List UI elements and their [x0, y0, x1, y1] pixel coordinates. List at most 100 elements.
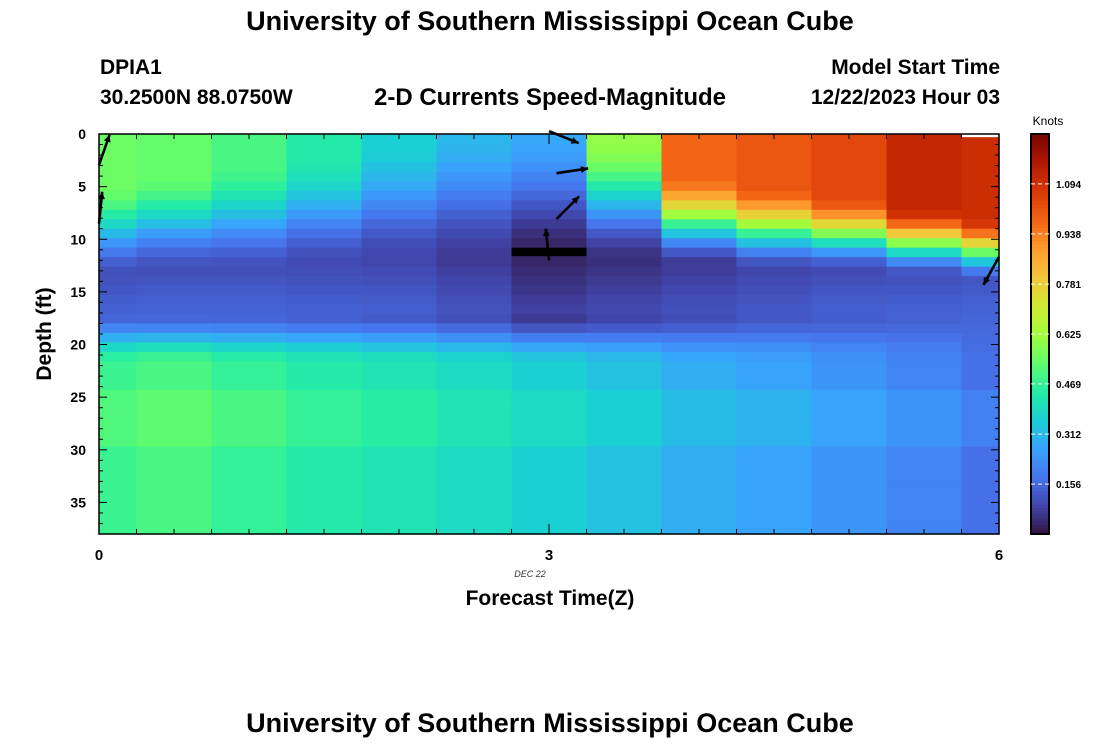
colorbar-segment — [1031, 247, 1049, 252]
heatmap-cell — [511, 295, 588, 306]
y-tick-label: 10 — [70, 231, 86, 247]
heatmap-cell — [811, 484, 888, 495]
heatmap-cell — [736, 380, 813, 391]
heatmap-cell — [661, 361, 738, 372]
colorbar-segment — [1031, 220, 1049, 225]
heatmap-cell — [511, 257, 588, 268]
heatmap-cell — [136, 437, 213, 448]
heatmap-cell — [286, 190, 363, 201]
heatmap-cell — [511, 512, 588, 524]
heatmap-cell — [211, 475, 288, 486]
heatmap-cell — [811, 323, 888, 334]
colorbar-segment — [1031, 367, 1049, 372]
heatmap-cell — [661, 285, 738, 296]
heatmap-cell — [99, 342, 138, 353]
heatmap-cell — [211, 465, 288, 476]
heatmap-cell — [361, 484, 438, 495]
colorbar-segment — [1031, 134, 1049, 138]
heatmap-cell — [436, 484, 513, 495]
heatmap-cell — [811, 522, 888, 533]
heatmap-cell — [661, 494, 738, 505]
heatmap-cell — [286, 152, 363, 164]
colorbar-segment — [1031, 520, 1049, 525]
heatmap-cell — [286, 512, 363, 524]
heatmap-cell — [586, 475, 663, 486]
heatmap-cell — [436, 238, 513, 249]
heatmap-cell — [286, 304, 363, 315]
heatmap-cell — [811, 162, 888, 173]
heatmap-cell — [361, 247, 438, 258]
colorbar-segment — [1031, 147, 1049, 152]
colorbar-segment — [1031, 480, 1049, 485]
heatmap-cell — [586, 389, 663, 400]
heatmap-cell — [811, 437, 888, 448]
heatmap-cell — [961, 200, 1000, 211]
heatmap-cell — [286, 134, 363, 145]
heatmap-cell — [511, 314, 588, 325]
heatmap-cell — [886, 209, 963, 220]
y-tick-label: 35 — [70, 494, 86, 510]
heatmap-cell — [586, 162, 663, 173]
heatmap-cell — [436, 456, 513, 467]
colorbar-segment — [1031, 497, 1049, 502]
heatmap-cell — [436, 361, 513, 372]
colorbar-segment — [1031, 357, 1049, 362]
y-tick-label: 0 — [78, 126, 86, 142]
colorbar-segment — [1031, 360, 1049, 365]
heatmap-cell — [886, 456, 963, 467]
heatmap-cell — [286, 181, 363, 192]
heatmap-cell — [136, 323, 213, 334]
heatmap-cell — [736, 494, 813, 505]
colorbar-segment — [1031, 297, 1049, 302]
heatmap-cell — [286, 446, 363, 457]
colorbar-segment — [1031, 217, 1049, 222]
heatmap-cell — [886, 484, 963, 495]
heatmap-cell — [886, 162, 963, 173]
colorbar-segment — [1031, 174, 1049, 178]
colorbar-segment — [1031, 517, 1049, 522]
heatmap-cell — [99, 200, 138, 211]
heatmap-cell — [511, 380, 588, 391]
heatmap-cell — [436, 219, 513, 230]
heatmap-cell — [736, 475, 813, 486]
heatmap-cell — [586, 314, 663, 325]
heatmap-cell — [886, 370, 963, 381]
colorbar-segment — [1031, 237, 1049, 242]
heatmap-cell — [961, 314, 1000, 325]
heatmap-cell — [586, 323, 663, 334]
heatmap-cell — [886, 332, 963, 344]
colorbar-segment — [1031, 370, 1049, 375]
current-vector — [548, 130, 580, 145]
heatmap-cell — [511, 446, 588, 457]
heatmap-cell — [211, 190, 288, 201]
heatmap-cell — [211, 512, 288, 524]
heatmap-cell — [136, 456, 213, 467]
heatmap-cell — [586, 351, 663, 362]
current-vector-head — [983, 276, 990, 285]
current-vector-head — [543, 228, 550, 237]
heatmap-cell — [436, 304, 513, 315]
heatmap-cell — [961, 503, 1000, 514]
heatmap-cell — [736, 181, 813, 192]
heatmap-cell — [811, 427, 888, 438]
heatmap-cell — [961, 219, 1000, 230]
current-vector-head — [580, 166, 589, 173]
heatmap-cell — [361, 361, 438, 372]
heatmap-cell — [286, 257, 363, 268]
heatmap-cell — [286, 503, 363, 514]
heatmap-cell — [511, 143, 588, 154]
colorbar-segment — [1031, 427, 1049, 432]
heatmap-cell — [661, 484, 738, 495]
heatmap-cell — [436, 181, 513, 192]
heatmap-cell — [99, 475, 138, 486]
heatmap-cell — [661, 465, 738, 476]
heatmap-cell — [286, 408, 363, 419]
heatmap-cell — [661, 200, 738, 211]
heatmap-cell — [886, 276, 963, 287]
heatmap-cell — [211, 200, 288, 211]
heatmap-cell — [961, 380, 1000, 391]
heatmap-cell — [511, 190, 588, 201]
heatmap-cell — [961, 446, 1000, 457]
heatmap-cell — [511, 342, 588, 353]
